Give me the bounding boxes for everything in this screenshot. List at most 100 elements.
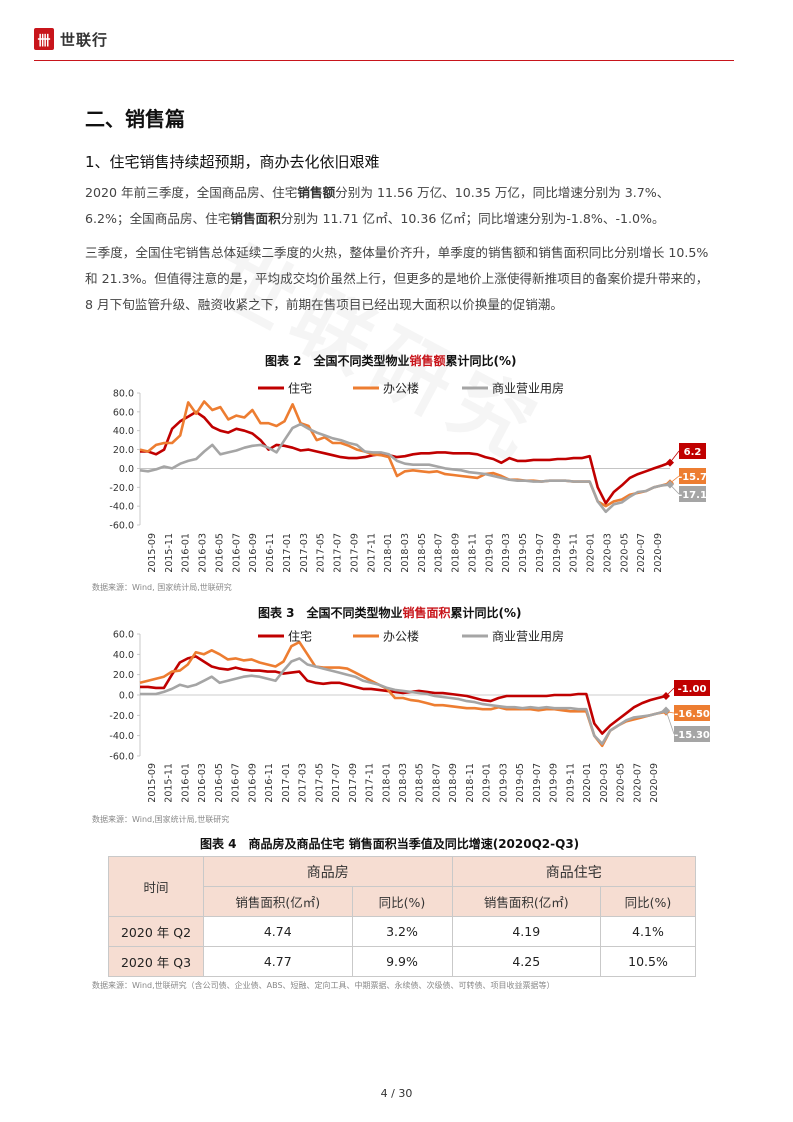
figure3-title: 图表 3 全国不同类型物业销售面积累计同比(%) xyxy=(258,606,522,620)
sales-area-table: 时间 商品房 商品住宅 销售面积(亿㎡) 同比(%) 销售面积(亿㎡) 同比(%… xyxy=(108,856,696,977)
y-tick-label: 0.0 xyxy=(119,691,134,702)
cell-area: 4.74 xyxy=(203,916,353,947)
end-label-leader xyxy=(669,450,680,463)
y-tick-label: -20.0 xyxy=(109,483,134,494)
y-tick-label: 20.0 xyxy=(113,670,134,681)
series-line-1 xyxy=(140,410,671,505)
end-label-box xyxy=(674,726,710,742)
figure2-title: 图表 2 全国不同类型物业销售额累计同比(%) xyxy=(265,354,517,368)
y-tick-label: -40.0 xyxy=(109,502,134,513)
x-tick-label: 2015-11 xyxy=(164,763,175,803)
x-tick-label: 2019-07 xyxy=(532,763,543,803)
x-tick-label: 2019-01 xyxy=(482,763,493,803)
y-tick-label: 60.0 xyxy=(113,630,134,641)
x-tick-label: 2017-03 xyxy=(299,533,310,573)
x-tick-label: 2020-03 xyxy=(599,763,610,803)
x-tick-label: 2016-11 xyxy=(265,533,276,573)
x-tick-label: 2016-01 xyxy=(180,763,191,803)
x-tick-label: 2018-03 xyxy=(398,763,409,803)
x-tick-label: 2018-03 xyxy=(400,533,411,573)
y-tick-label: 40.0 xyxy=(113,426,134,437)
x-tick-label: 2016-01 xyxy=(181,533,192,573)
cell-yoy: 3.2% xyxy=(351,916,453,947)
x-tick-label: 2017-09 xyxy=(349,533,360,573)
legend-label: 办公楼 xyxy=(383,381,419,396)
x-tick-label: 2019-11 xyxy=(569,533,580,573)
end-label-leader xyxy=(665,710,675,735)
y-tick-label: 60.0 xyxy=(113,407,134,418)
x-tick-label: 2015-09 xyxy=(147,533,158,573)
col-header-area: 销售面积(亿㎡) xyxy=(203,886,353,917)
end-label-leader xyxy=(665,687,675,697)
x-tick-label: 2018-01 xyxy=(383,533,394,573)
col-header-area: 销售面积(亿㎡) xyxy=(451,886,601,917)
cell-area: 4.19 xyxy=(451,916,601,947)
x-tick-label: 2016-07 xyxy=(231,763,242,803)
x-tick-label: 2018-11 xyxy=(467,533,478,573)
x-tick-label: 2017-09 xyxy=(348,763,359,803)
x-tick-label: 2016-11 xyxy=(264,763,275,803)
x-tick-label: 2015-09 xyxy=(147,763,158,803)
x-tick-label: 2018-09 xyxy=(451,533,462,573)
group-header-commercial-housing: 商品房 xyxy=(203,856,453,887)
y-tick-label: -40.0 xyxy=(109,731,134,742)
figure2-chart: 80.0 60.0 40.0 20.0 0.0 -20.0 -40.0 -60.0 2015-0… xyxy=(109,381,707,573)
x-tick-label: 2018-05 xyxy=(415,763,426,803)
y-tick-label: -60.0 xyxy=(109,752,134,763)
col-header-yoy: 同比(%) xyxy=(600,886,696,917)
y-tick-label: -60.0 xyxy=(109,521,134,532)
x-tick-label: 2019-07 xyxy=(535,533,546,573)
end-label-leader xyxy=(669,484,680,495)
x-tick-label: 2019-03 xyxy=(501,533,512,573)
figure2-source: 数据来源：Wind, 国家统计局,世联研究 xyxy=(92,583,232,592)
x-tick-label: 2016-05 xyxy=(214,763,225,803)
y-tick-label: 0.0 xyxy=(119,464,134,475)
x-tick-label: 2020-09 xyxy=(649,763,660,803)
x-tick-label: 2019-11 xyxy=(565,763,576,803)
end-label-box xyxy=(679,468,706,484)
x-tick-label: 2020-09 xyxy=(653,533,664,573)
series-line-1 xyxy=(140,655,667,735)
x-tick-label: 2018-05 xyxy=(417,533,428,573)
legend-label: 办公楼 xyxy=(383,629,419,644)
x-tick-label: 2016-09 xyxy=(247,763,258,803)
y-tick-label: 20.0 xyxy=(113,445,134,456)
paragraph-2: 三季度，全国住宅销售总体延续二季度的火热，整体量价齐升，单季度的销售额和销售面积… xyxy=(85,245,709,312)
table-row: 2020 年 Q2 4.74 3.2% 4.19 4.1% xyxy=(108,916,696,947)
x-tick-label: 2017-11 xyxy=(366,533,377,573)
x-tick-label: 2017-07 xyxy=(331,763,342,803)
x-tick-label: 2016-07 xyxy=(231,533,242,573)
x-tick-label: 2016-03 xyxy=(198,533,209,573)
x-tick-label: 2020-05 xyxy=(619,533,630,573)
end-label-value: -1.00 xyxy=(678,684,707,695)
x-tick-label: 2020-07 xyxy=(636,533,647,573)
x-tick-label: 2016-03 xyxy=(197,763,208,803)
paragraph-1: 2020 年前三季度，全国商品房、住宅销售额分别为 11.56 万亿、10.35… xyxy=(85,185,670,226)
legend-label: 商业营业用房 xyxy=(492,381,564,396)
x-tick-label: 2019-03 xyxy=(498,763,509,803)
x-tick-label: 2016-05 xyxy=(214,533,225,573)
page-header: 卌 世联行 xyxy=(34,28,108,50)
table-row: 2020 年 Q3 4.77 9.9% 4.25 10.5% xyxy=(108,946,696,977)
x-tick-label: 2017-03 xyxy=(298,763,309,803)
x-tick-label: 2019-01 xyxy=(484,533,495,573)
x-tick-label: 2017-05 xyxy=(314,763,325,803)
legend-label: 商业营业用房 xyxy=(492,629,564,644)
page-number: 4 / 30 xyxy=(380,1087,413,1100)
figure3-source: 数据来源：Wind,国家统计局,世联研究 xyxy=(92,815,230,824)
x-tick-label: 2020-03 xyxy=(602,533,613,573)
cell-yoy: 9.9% xyxy=(351,946,453,977)
end-label-value: -16.50 xyxy=(674,709,710,720)
section-title: 二、销售篇 xyxy=(85,107,185,131)
col-header-yoy: 同比(%) xyxy=(351,886,453,917)
subsection-title: 1、住宅销售持续超预期，商办去化依旧艰难 xyxy=(85,153,380,171)
row-time: 2020 年 Q3 xyxy=(108,946,204,977)
x-tick-label: 2019-09 xyxy=(552,533,563,573)
x-tick-label: 2018-11 xyxy=(465,763,476,803)
x-tick-label: 2017-11 xyxy=(365,763,376,803)
x-tick-label: 2019-05 xyxy=(518,533,529,573)
brand-logo-icon: 卌 xyxy=(34,28,54,50)
y-tick-label: 80.0 xyxy=(113,389,134,400)
x-tick-label: 2020-07 xyxy=(632,763,643,803)
x-tick-label: 2016-09 xyxy=(248,533,259,573)
